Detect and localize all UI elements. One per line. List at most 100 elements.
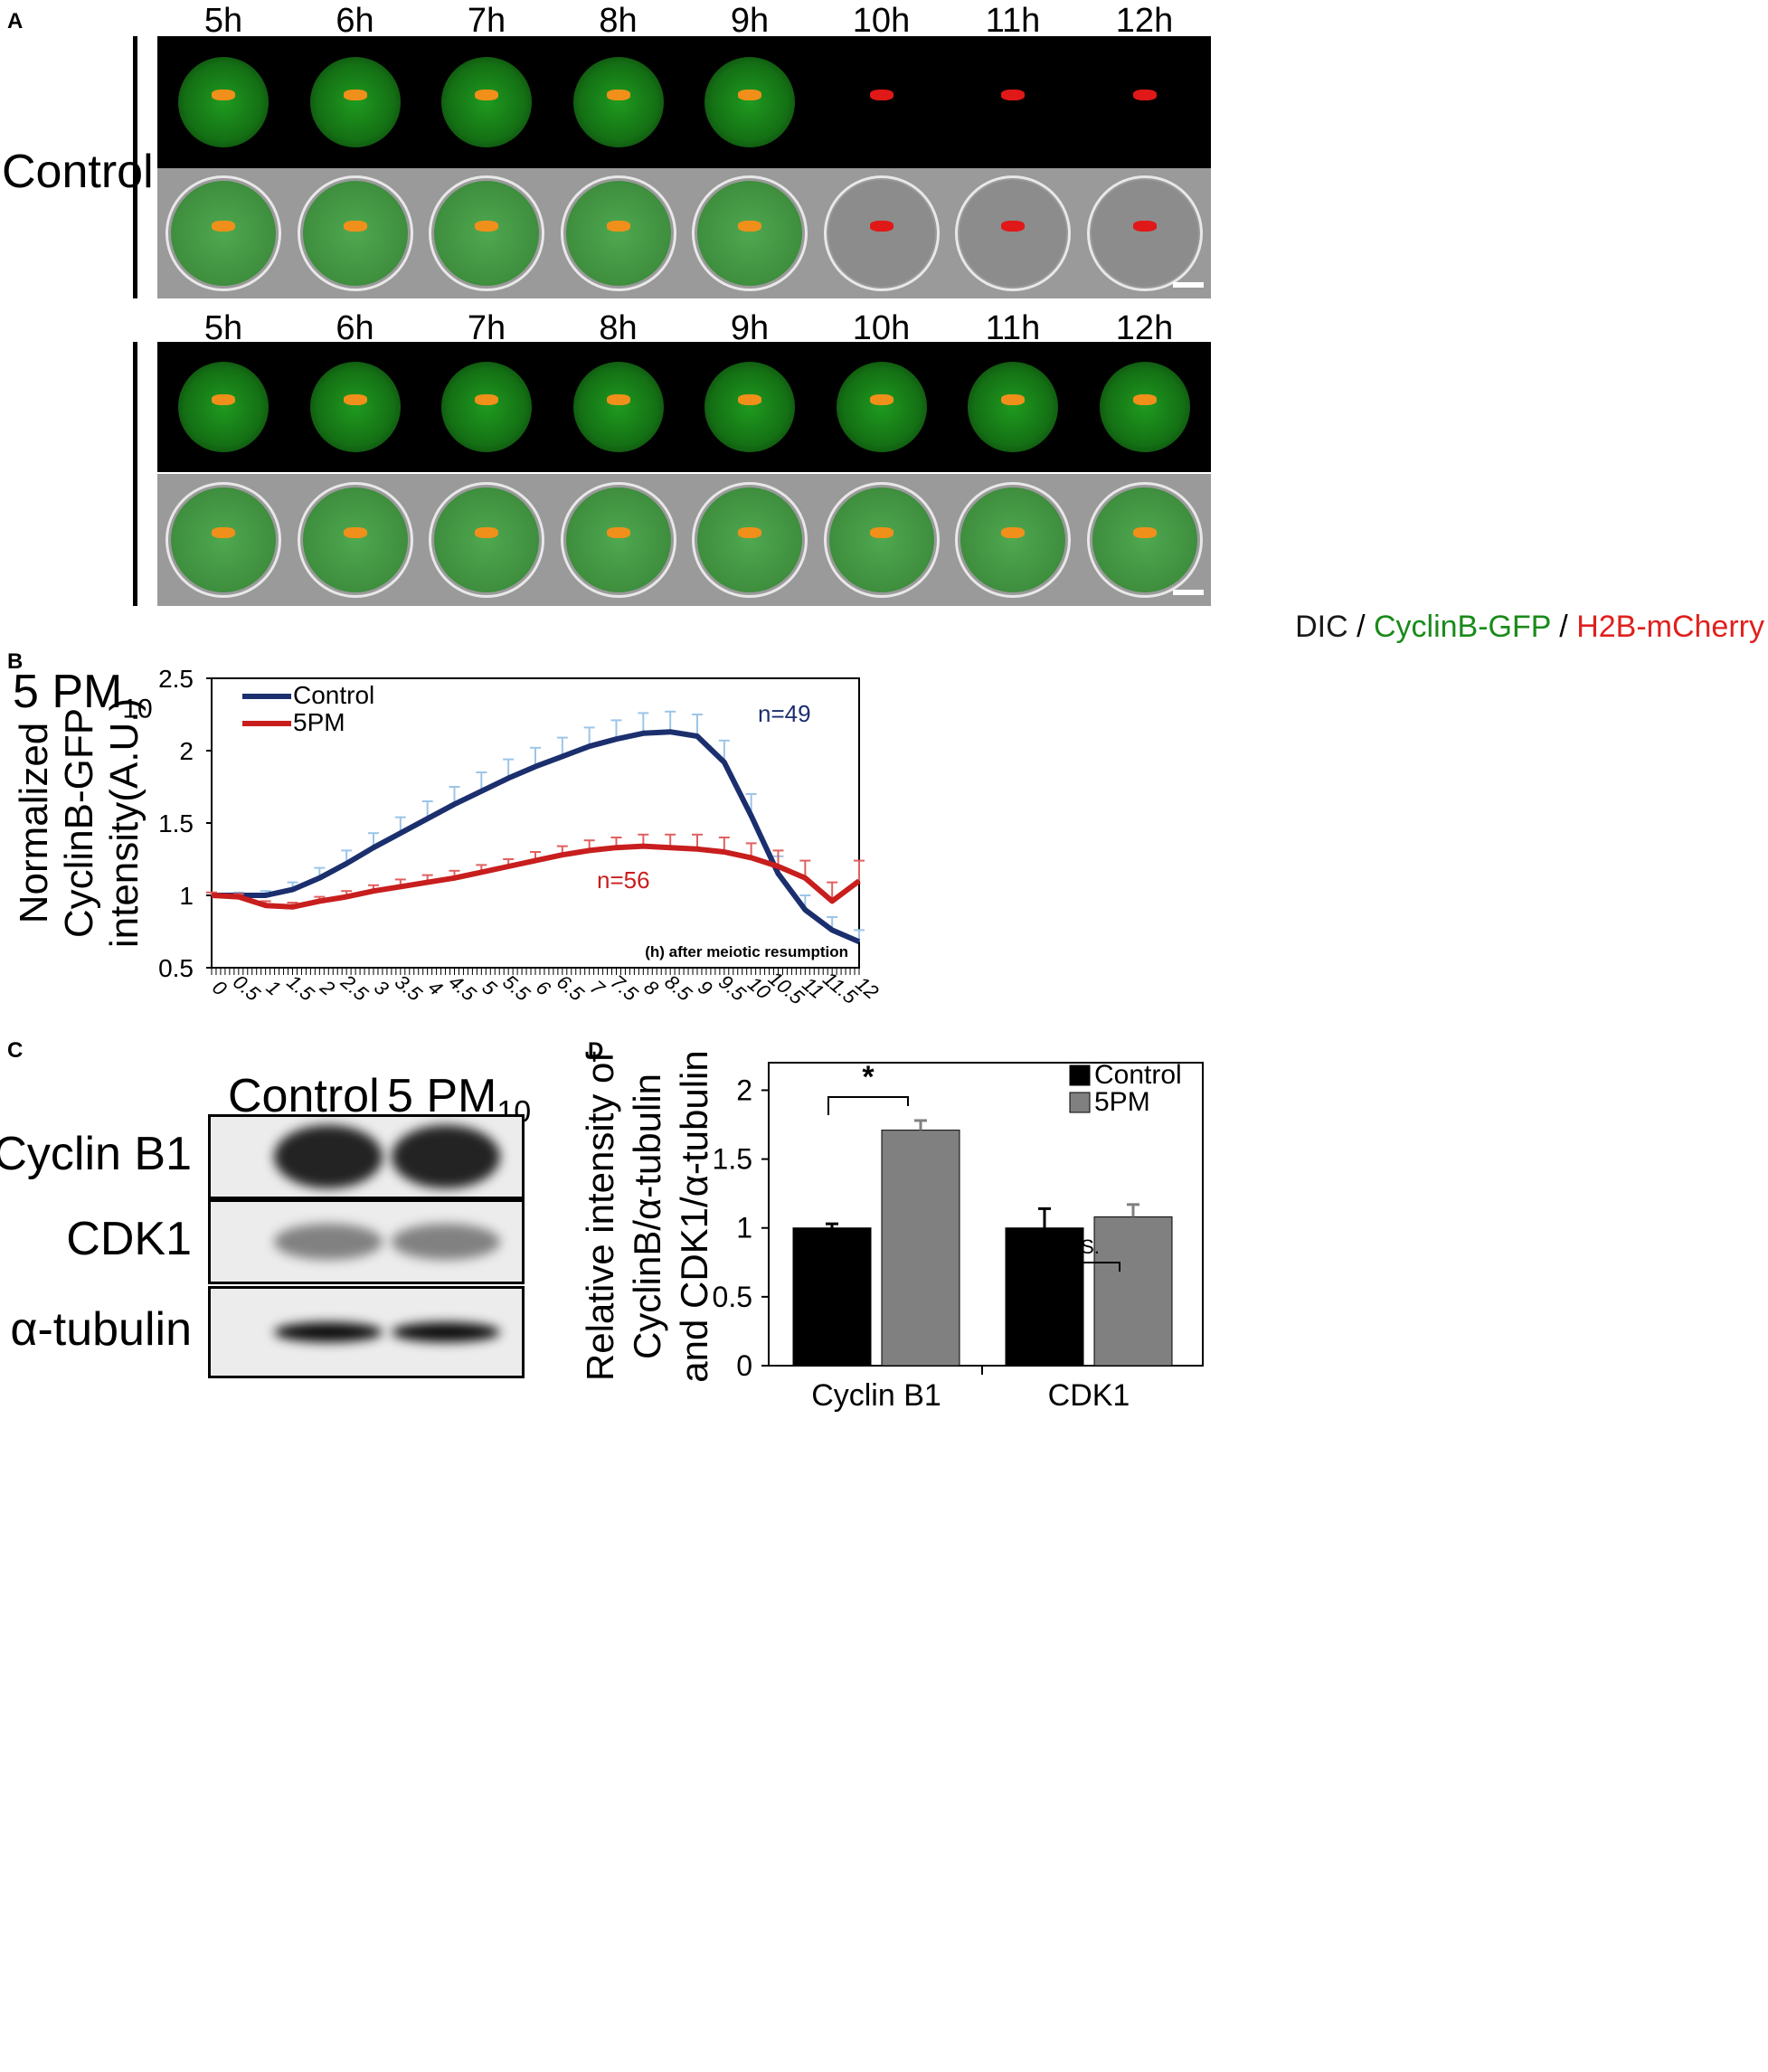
control-dic-image-4 (684, 168, 816, 298)
h2b-mcherry-chromosomes (212, 527, 235, 538)
h2b-mcherry-chromosomes (475, 90, 498, 100)
legend-label-5PM: 5PM (293, 708, 345, 736)
significance-label: * (862, 1060, 875, 1094)
row-label-control: Control (2, 146, 154, 198)
control-fluo-image-3 (552, 36, 685, 168)
5pm-dic-image-4 (684, 474, 816, 606)
cyclinb-gfp-signal (572, 362, 664, 452)
h2b-mcherry-chromosomes (1001, 394, 1025, 405)
cyclinb-gfp-signal (1092, 487, 1197, 592)
legend-swatch-Control (1069, 1064, 1091, 1086)
5pm-dic-image-2 (421, 474, 553, 606)
oocyte-membrane (297, 482, 413, 598)
cyclinb-gfp-signal (178, 362, 269, 452)
control-fluo-image-5 (815, 36, 948, 168)
protein-band (392, 1322, 500, 1342)
cyclinb-gfp-signal (565, 487, 671, 592)
x-axis-label: (h) after meiotic resumption (645, 943, 848, 960)
5pm-dic-image-5 (815, 474, 948, 606)
y-tick-label: 1.5 (713, 1143, 752, 1176)
x-tick-label: 9 (694, 976, 716, 1000)
oocyte-membrane (429, 482, 544, 598)
control-fluo-image-0 (157, 36, 289, 168)
x-tick-label: 3 (370, 976, 393, 1001)
oocyte-membrane (955, 175, 1071, 291)
oocyte-membrane (165, 175, 281, 291)
control-dic-image-3 (552, 168, 685, 298)
legend-sep-1: / (1347, 610, 1374, 644)
protein-band (392, 1125, 500, 1188)
oocyte-membrane (1086, 482, 1203, 598)
x-tick-label: 5 (477, 976, 501, 1001)
blot-row-label: Cyclin B1 (0, 1128, 192, 1180)
h2b-mcherry-chromosomes (212, 394, 235, 405)
legend-label-Control: Control (293, 681, 374, 709)
panel-b-letter: B (7, 649, 24, 674)
cyclinb-gfp-signal (704, 362, 795, 452)
h2b-mcherry-chromosomes (869, 394, 893, 405)
oocyte-cytoplasm (827, 180, 935, 287)
control-time-10h: 10h (852, 2, 911, 40)
cyclinb-gfp-signal (434, 487, 539, 592)
legend-gfp: CyclinB-GFP (1373, 610, 1551, 644)
y-tick-label: 2.5 (158, 665, 194, 693)
oocyte-membrane (560, 175, 676, 291)
h2b-mcherry-chromosomes (1132, 527, 1157, 538)
cyclinb-gfp-signal (441, 57, 532, 147)
bar-Control-Cyclin B1 (792, 1227, 872, 1367)
bar-5PM-CDK1 (1093, 1216, 1173, 1367)
5pm-fluo-image-3 (552, 342, 685, 472)
y-tick-label: 0 (736, 1349, 752, 1382)
x-tick-label: 3.5 (391, 970, 427, 1006)
cyclinb-gfp-signal (697, 181, 802, 286)
5pm-fluo-image-2 (421, 342, 553, 472)
oocyte-membrane (692, 175, 808, 291)
row-label-5pm-sub: 10 (122, 694, 153, 724)
h2b-mcherry-chromosomes (343, 221, 367, 232)
h2b-mcherry-chromosomes (1001, 90, 1025, 100)
5pm-fluo-image-6 (947, 342, 1079, 472)
x-tick-label: 6.5 (553, 970, 589, 1006)
cyclinb-gfp-signal (572, 57, 664, 147)
x-tick-label: 0 (208, 976, 232, 1001)
significance-bracket (1040, 1262, 1120, 1281)
series-line-Control (212, 729, 861, 944)
blot-row-label: CDK1 (66, 1213, 192, 1265)
y-axis-label-line: CyclinB-GFP (57, 708, 101, 938)
cyclinb-gfp-signal (171, 181, 276, 286)
control-time-5h: 5h (203, 2, 243, 40)
oocyte-cytoplasm (1091, 180, 1198, 287)
h2b-mcherry-chromosomes (869, 527, 893, 538)
h2b-mcherry-chromosomes (606, 221, 630, 232)
blot-col-5pm-main: 5 PM (387, 1070, 497, 1122)
row-divider-5pm (133, 342, 137, 606)
x-category-label: CDK1 (1048, 1378, 1130, 1413)
cyclinb-gfp-signal (697, 487, 802, 592)
cyclinb-gfp-signal (434, 181, 539, 286)
line-chart-cyclinb: 0.511.522.500.511.522.533.544.555.566.57… (12, 665, 883, 1009)
5pm-dic-image-6 (947, 474, 1079, 606)
5pm-fluo-image-5 (815, 342, 948, 472)
control-time-9h: 9h (730, 2, 770, 40)
cyclinb-gfp-signal (968, 362, 1058, 452)
h2b-mcherry-chromosomes (606, 394, 630, 405)
control-dic-image-7 (1078, 168, 1211, 298)
h2b-mcherry-chromosomes (1001, 221, 1025, 232)
significance-bracket (827, 1096, 909, 1115)
x-tick-label: 6 (532, 976, 555, 1001)
x-tick-label: 8.5 (660, 970, 696, 1006)
legend-mcherry: H2B-mCherry (1576, 610, 1764, 644)
x-tick-label: 4.5 (445, 970, 481, 1006)
5pm-time-11h: 11h (985, 309, 1041, 347)
row-label-5pm-main: 5 PM (13, 666, 123, 718)
5pm-time-12h: 12h (1115, 309, 1174, 347)
x-tick-label: 8 (639, 976, 663, 1001)
y-tick-label: 0.5 (713, 1281, 752, 1313)
5pm-time-7h: 7h (467, 309, 506, 347)
x-tick-label: 5.5 (498, 970, 534, 1006)
h2b-mcherry-chromosomes (738, 221, 761, 232)
h2b-mcherry-chromosomes (1132, 90, 1157, 100)
cyclinb-gfp-signal (565, 181, 671, 286)
oocyte-membrane (692, 482, 808, 598)
y-axis-label-line: and CDK1/α-tubulin (673, 1050, 715, 1382)
